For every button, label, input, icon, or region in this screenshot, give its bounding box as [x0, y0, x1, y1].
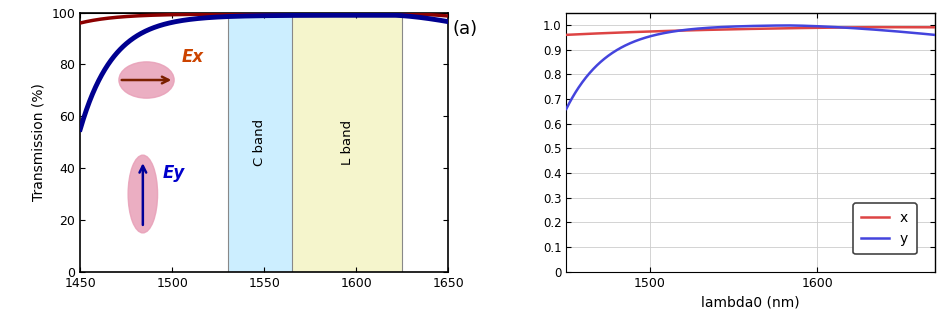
Ellipse shape	[119, 62, 174, 98]
y	[807, 24, 818, 28]
X-axis label: lambda0 (nm): lambda0 (nm)	[701, 295, 800, 309]
x	[727, 27, 738, 31]
Y-axis label: Transmission (%): Transmission (%)	[32, 83, 46, 201]
y	[626, 41, 637, 45]
Legend: x, y: x, y	[852, 203, 917, 254]
x	[561, 33, 572, 37]
Line: x: x	[566, 27, 935, 35]
y	[929, 33, 940, 37]
x	[778, 27, 789, 30]
Text: Ex: Ex	[181, 48, 204, 66]
x	[929, 25, 940, 29]
x	[838, 26, 850, 29]
Text: C band: C band	[253, 118, 266, 166]
Text: L band: L band	[341, 120, 354, 165]
x	[806, 26, 818, 30]
Text: (a): (a)	[452, 21, 478, 39]
Line: y: y	[566, 25, 935, 109]
y	[838, 26, 850, 29]
y	[778, 24, 789, 27]
x	[655, 29, 666, 33]
x	[626, 30, 637, 34]
Bar	[228, 13, 292, 272]
y	[727, 25, 738, 28]
Bar	[292, 13, 402, 272]
y	[780, 23, 791, 27]
y	[561, 107, 572, 111]
Text: Ey: Ey	[163, 164, 185, 182]
x	[863, 25, 874, 29]
Ellipse shape	[128, 155, 158, 233]
y	[655, 32, 666, 36]
